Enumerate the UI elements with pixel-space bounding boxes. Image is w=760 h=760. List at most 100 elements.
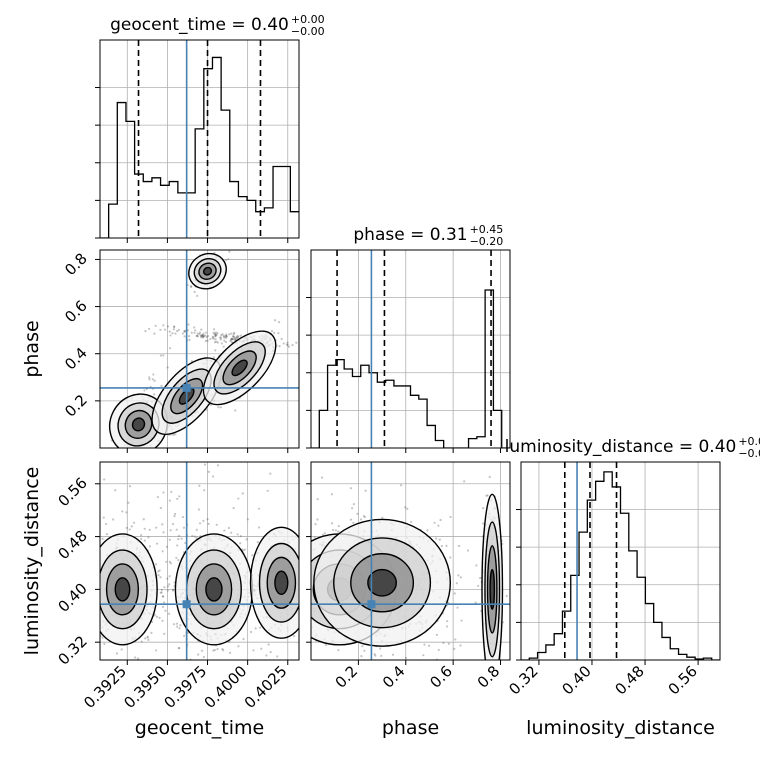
x-tick-label: 0.48 xyxy=(612,662,648,698)
panel-content xyxy=(311,462,510,660)
title-upper-error: +0.00 xyxy=(291,13,325,26)
sample-point xyxy=(155,615,158,618)
sample-point xyxy=(168,499,171,502)
panel-content xyxy=(521,462,720,660)
sample-point xyxy=(168,538,171,541)
sample-point xyxy=(120,648,123,651)
sample-point xyxy=(241,492,244,495)
x-axis-label-luminosity_distance: luminosity_distance xyxy=(526,717,715,739)
sample-point xyxy=(379,647,382,650)
sample-point xyxy=(459,576,462,579)
sample-point xyxy=(229,340,232,343)
sample-point xyxy=(276,655,279,658)
sample-point xyxy=(214,338,217,341)
sample-point xyxy=(181,516,185,519)
sample-point xyxy=(422,654,425,657)
sample-point xyxy=(161,605,165,608)
histogram-panel-geocent_time xyxy=(95,39,300,243)
sample-point xyxy=(101,636,104,639)
sample-point xyxy=(228,333,231,336)
sample-point xyxy=(221,333,224,336)
density-contour xyxy=(367,568,397,597)
sample-point xyxy=(258,626,262,629)
title-upper-error: +0.04 xyxy=(738,435,760,448)
sample-point xyxy=(446,620,449,623)
sample-point xyxy=(215,523,218,526)
sample-point xyxy=(187,335,191,338)
sample-point xyxy=(144,637,147,640)
x-axis-label-geocent_time: geocent_time xyxy=(135,717,264,739)
sample-point xyxy=(449,556,452,559)
sample-point xyxy=(197,508,200,511)
sample-point xyxy=(179,624,182,627)
sample-point xyxy=(363,516,366,519)
sample-point xyxy=(209,337,212,341)
sample-point xyxy=(125,511,128,514)
sample-point xyxy=(213,332,216,336)
sample-point xyxy=(230,338,234,341)
sample-point xyxy=(201,333,204,337)
sample-point xyxy=(360,655,363,658)
sample-point xyxy=(364,489,367,492)
sample-point xyxy=(148,327,151,331)
sample-point xyxy=(163,601,166,604)
sample-point xyxy=(331,528,335,532)
sample-point xyxy=(159,354,163,357)
sample-point xyxy=(445,625,449,628)
sample-point xyxy=(175,556,178,559)
sample-point xyxy=(381,516,384,519)
sample-point xyxy=(174,433,177,436)
y-axis-label-luminosity_distance: luminosity_distance xyxy=(21,467,43,656)
sample-point xyxy=(291,344,294,347)
sample-point xyxy=(423,643,426,646)
sample-point xyxy=(350,507,354,510)
y-tick-label: 0.4 xyxy=(61,344,91,374)
sample-point xyxy=(214,331,217,334)
sample-point xyxy=(229,651,232,654)
sample-point xyxy=(215,340,218,343)
title-lower-error: −0.04 xyxy=(738,447,760,460)
sample-point xyxy=(140,534,143,537)
sample-point xyxy=(130,525,133,528)
sample-point xyxy=(478,576,482,580)
sample-point xyxy=(206,334,210,338)
sample-point xyxy=(282,342,285,345)
sample-point xyxy=(169,562,172,565)
sample-point xyxy=(159,591,162,594)
sample-point xyxy=(485,494,488,497)
sample-point xyxy=(165,545,169,548)
sample-point xyxy=(225,335,228,338)
sample-point xyxy=(216,647,219,651)
panel-content xyxy=(100,40,299,238)
sample-point xyxy=(216,464,220,467)
sample-point xyxy=(285,343,289,346)
scatter-panel-geocent_time-vs-phase xyxy=(95,249,300,453)
sample-point xyxy=(213,648,216,652)
sample-point xyxy=(374,654,377,657)
sample-point xyxy=(171,522,175,526)
sample-point xyxy=(156,495,160,499)
title-upper-error: +0.45 xyxy=(470,223,504,236)
sample-point xyxy=(404,506,407,509)
sample-point xyxy=(200,328,203,331)
sample-point xyxy=(447,642,450,645)
sample-point xyxy=(230,337,234,341)
sample-point xyxy=(410,520,413,524)
sample-point xyxy=(217,406,220,409)
sample-point xyxy=(232,335,235,338)
sample-point xyxy=(295,341,298,344)
sample-point xyxy=(442,641,445,644)
panel-content xyxy=(311,250,510,448)
sample-point xyxy=(196,332,199,335)
sample-point xyxy=(223,339,226,342)
x-tick-label: 0.3950 xyxy=(120,662,170,712)
x-tick-label: 0.6 xyxy=(426,662,456,692)
sample-point xyxy=(260,647,263,650)
sample-point xyxy=(127,501,130,504)
sample-point xyxy=(202,335,205,339)
sample-point xyxy=(225,333,228,336)
sample-point xyxy=(195,536,198,539)
sample-point xyxy=(200,334,203,337)
sample-point xyxy=(161,523,164,526)
